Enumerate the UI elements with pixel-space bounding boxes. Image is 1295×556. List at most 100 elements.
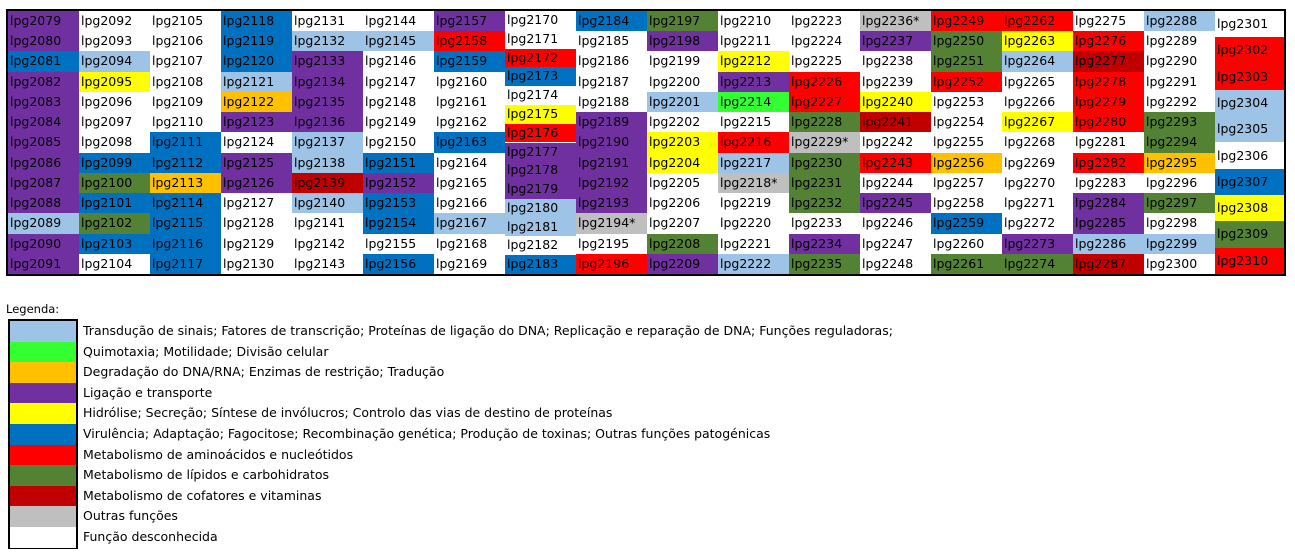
gene-cell: lpg2185 [576, 31, 647, 52]
gene-cell: lpg2283 [1073, 172, 1144, 194]
gene-cell: lpg2213 [718, 71, 789, 92]
gene-cell: lpg2204 [647, 152, 718, 173]
gene-cell: lpg2268 [1002, 132, 1073, 153]
gene-cell: lpg2092 [79, 11, 150, 32]
legend-label: Quimotaxia; Motilidade; Divisão celular [83, 343, 329, 359]
gene-cell: lpg2303 [1215, 63, 1284, 90]
gene-cell: lpg2188 [576, 91, 647, 113]
gene-cell: lpg2080 [8, 31, 79, 52]
gene-cell: lpg2173 [505, 67, 576, 87]
legend-label: Metabolismo de aminoácidos e nucleótidos [83, 446, 354, 462]
gene-cell: lpg2141 [292, 213, 363, 234]
gene-cell: lpg2206 [647, 193, 718, 214]
gene-cell: lpg2307 [1215, 168, 1284, 196]
gene-cell: lpg2149 [363, 112, 434, 133]
gene-cell: lpg2291 [1144, 71, 1215, 92]
gene-cell: lpg2246 [860, 213, 931, 234]
gene-cell: lpg2138 [292, 152, 363, 173]
gene-cell: lpg2158 [434, 31, 505, 52]
legend-label: Metabolismo de cofatores e vitaminas [83, 487, 322, 503]
gene-cell: lpg2177 [505, 142, 576, 162]
gene-cell: lpg2247 [860, 233, 931, 254]
gene-cell: lpg2090 [8, 233, 79, 254]
gene-cell: lpg2199 [647, 51, 718, 72]
gene-cell: lpg2296 [1144, 172, 1215, 194]
gene-cell: lpg2189 [576, 112, 647, 133]
legend-swatch [10, 362, 76, 383]
gene-cell: lpg2109 [150, 91, 221, 113]
gene-cell: lpg2166 [434, 193, 505, 214]
gene-cell: lpg2250 [931, 31, 1002, 52]
legend-swatch [10, 341, 76, 363]
gene-cell: lpg2132 [292, 31, 363, 52]
gene-cell: lpg2256 [931, 152, 1002, 173]
gene-cell: lpg2105 [150, 11, 221, 32]
gene-cell: lpg2093 [79, 31, 150, 52]
gene-cell: lpg2209 [647, 253, 718, 274]
gene-cell: lpg2120 [221, 51, 292, 72]
gene-cell: lpg2106 [150, 31, 221, 52]
gene-cell: lpg2182 [505, 236, 576, 256]
gene-cell: lpg2225 [789, 51, 860, 72]
gene-cell: lpg2081 [8, 51, 79, 72]
gene-cell: lpg2305 [1215, 116, 1284, 143]
gene-cell: lpg2136 [292, 112, 363, 133]
gene-cell: lpg2127 [221, 193, 292, 214]
gene-cell: lpg2119 [221, 31, 292, 52]
legend-label: Hidrólise; Secreção; Síntese de invólucr… [83, 405, 613, 421]
gene-cell: lpg2082 [8, 71, 79, 92]
gene-cell: lpg2113 [150, 172, 221, 194]
gene-cell: lpg2288 [1144, 11, 1215, 32]
gene-cell: lpg2190 [576, 132, 647, 153]
gene-cell: lpg2272 [1002, 213, 1073, 234]
gene-cell: lpg2218* [718, 172, 789, 194]
gene-cell: lpg2244 [860, 172, 931, 194]
gene-cell: lpg2251 [931, 51, 1002, 72]
gene-cell: lpg2235 [789, 253, 860, 274]
gene-cell: lpg2094 [79, 51, 150, 72]
gene-cell: lpg2221 [718, 233, 789, 254]
gene-cell: lpg2278 [1073, 71, 1144, 92]
gene-cell: lpg2126 [221, 172, 292, 194]
gene-cell: lpg2300 [1144, 253, 1215, 274]
gene-cell: lpg2186 [576, 51, 647, 72]
gene-cell: lpg2205 [647, 172, 718, 194]
gene-cell: lpg2208 [647, 233, 718, 254]
gene-cell: lpg2156 [363, 253, 434, 274]
gene-cell: lpg2161 [434, 91, 505, 113]
gene-cell: lpg2096 [79, 91, 150, 113]
gene-cell: lpg2160 [434, 71, 505, 92]
gene-cell: lpg2228 [789, 112, 860, 133]
legend-title: Legenda: [6, 302, 60, 316]
gene-cell: lpg2273 [1002, 233, 1073, 254]
gene-cell: lpg2304 [1215, 89, 1284, 117]
gene-cell: lpg2139 [292, 172, 363, 194]
gene-cell: lpg2276 [1073, 31, 1144, 52]
gene-cell: lpg2147 [363, 71, 434, 92]
gene-cell: lpg2187 [576, 71, 647, 92]
gene-cell: lpg2162 [434, 112, 505, 133]
gene-cell: lpg2159 [434, 51, 505, 72]
gene-cell: lpg2259 [931, 213, 1002, 234]
gene-cell: lpg2301 [1215, 11, 1284, 38]
gene-cell: lpg2257 [931, 172, 1002, 194]
gene-cell: lpg2195 [576, 233, 647, 254]
gene-cell: lpg2193 [576, 193, 647, 214]
gene-cell: lpg2309 [1215, 221, 1284, 248]
gene-cell: lpg2086 [8, 152, 79, 173]
gene-cell: lpg2279 [1073, 91, 1144, 113]
gene-cell: lpg2212 [718, 51, 789, 72]
gene-cell: lpg2238 [860, 51, 931, 72]
legend-label: Função desconhecida [83, 529, 218, 544]
gene-cell: lpg2252 [931, 71, 1002, 92]
gene-cell: lpg2143 [292, 253, 363, 274]
gene-cell: lpg2269 [1002, 152, 1073, 173]
gene-cell: lpg2169 [434, 253, 505, 274]
gene-cell: lpg2180 [505, 198, 576, 218]
gene-cell: lpg2135 [292, 91, 363, 113]
gene-cell: lpg2165 [434, 172, 505, 194]
gene-cell: lpg2091 [8, 253, 79, 274]
gene-cell: lpg2114 [150, 193, 221, 214]
gene-cell: lpg2191 [576, 152, 647, 173]
gene-cell: lpg2281 [1073, 132, 1144, 153]
